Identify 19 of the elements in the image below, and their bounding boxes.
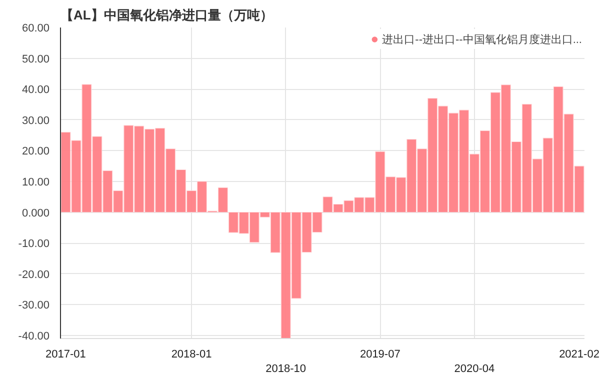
y-tick-label: 20.00	[22, 146, 50, 158]
y-tick-label: 30.00	[22, 114, 50, 127]
chart-title: 【AL】中国氧化铝净进口量（万吨）	[60, 8, 273, 22]
x-tick-label: 2017-01	[46, 348, 86, 360]
x-tick-label: 2018-10	[266, 362, 306, 375]
y-tick-label: -40.00	[18, 330, 50, 342]
x-tick-label: 2018-01	[171, 348, 212, 360]
x-tick-label: 2019-07	[360, 348, 400, 360]
y-tick-label: -30.00	[18, 300, 50, 312]
y-tick-label: -10.00	[18, 238, 50, 250]
y-tick-label: 0.000	[22, 207, 50, 220]
x-tick-label: 2020-04	[454, 362, 495, 375]
y-tick-label: 60.00	[22, 22, 50, 34]
y-tick-label: 10.00	[22, 176, 50, 188]
x-tick-label: 2021-02	[559, 348, 600, 360]
y-tick-label: 40.00	[22, 84, 50, 96]
y-tick-label: -20.00	[18, 268, 50, 281]
y-tick-label: 50.00	[22, 53, 50, 66]
legend-label: 进出口--进出口--中国氧化铝月度进出口...	[382, 32, 582, 46]
